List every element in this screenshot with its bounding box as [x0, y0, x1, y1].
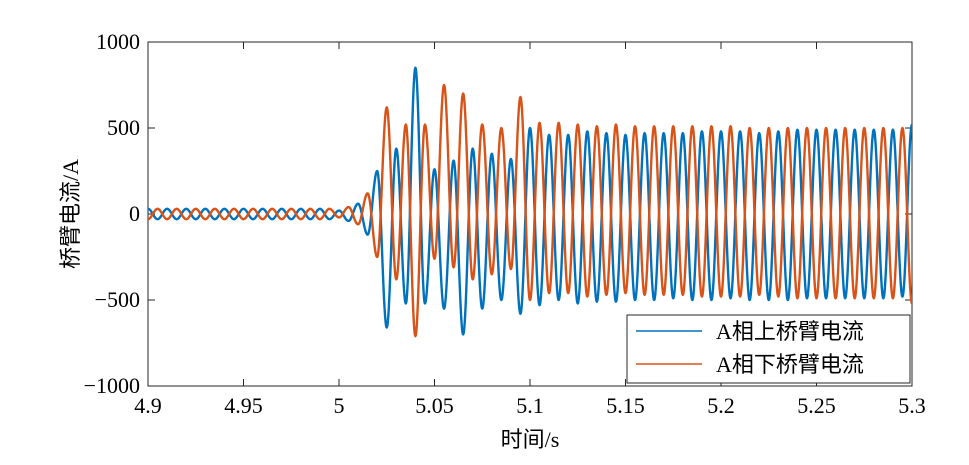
- legend-label-lower: A相下桥臂电流: [716, 352, 864, 377]
- legend: A相上桥臂电流 A相下桥臂电流: [626, 314, 911, 384]
- legend-label-upper: A相上桥臂电流: [716, 319, 864, 344]
- y-tick-label: 500: [107, 115, 140, 140]
- y-axis-label: 桥臂电流/A: [58, 159, 83, 269]
- x-axis-label: 时间/s: [501, 427, 560, 452]
- x-tick-label: 5.2: [707, 393, 735, 418]
- legend-box: [626, 314, 911, 384]
- y-tick-label: 1000: [96, 29, 140, 54]
- x-axis-ticks: 4.9 4.95 5 5.05 5.1 5.15 5.2 5.25 5.3: [134, 42, 926, 418]
- x-tick-label: 5.05: [415, 393, 454, 418]
- y-axis-ticks: −1000 −500 0 500 1000: [84, 29, 912, 398]
- series-lines: [148, 66, 912, 338]
- x-tick-label: 5.3: [898, 393, 926, 418]
- series-line-upper-arm: [148, 66, 912, 336]
- y-tick-label: −1000: [84, 373, 140, 398]
- x-tick-label: 5.1: [516, 393, 544, 418]
- series-line-lower-arm: [148, 83, 912, 338]
- x-tick-label: 5: [334, 393, 345, 418]
- y-tick-label: −500: [95, 287, 140, 312]
- y-tick-label: 0: [129, 201, 140, 226]
- x-tick-label: 4.9: [134, 393, 162, 418]
- x-tick-label: 5.15: [606, 393, 645, 418]
- x-tick-label: 5.25: [797, 393, 836, 418]
- x-tick-label: 4.95: [224, 393, 263, 418]
